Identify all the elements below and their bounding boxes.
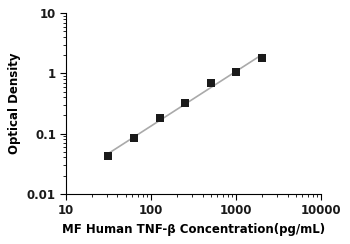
Point [157,116,162,120]
Point [208,81,213,85]
Point [259,56,265,60]
X-axis label: MF Human TNF-β Concentration(pg/mL): MF Human TNF-β Concentration(pg/mL) [62,223,326,236]
Point [131,136,137,140]
Point [106,154,111,158]
Point [182,101,188,105]
Y-axis label: Optical Density: Optical Density [8,53,21,154]
Point [233,70,239,74]
